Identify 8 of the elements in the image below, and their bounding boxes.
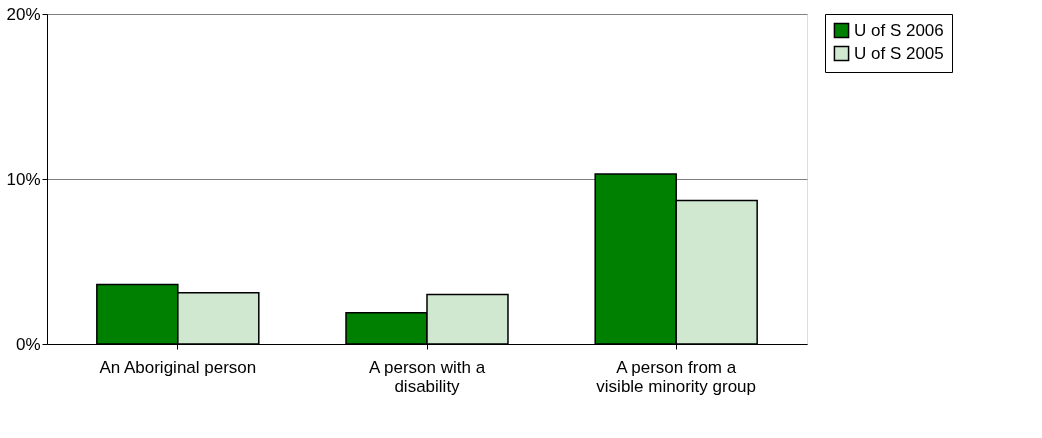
legend-label: U of S 2005	[854, 43, 944, 63]
x-tick-label: An Aboriginal person	[99, 357, 257, 377]
legend-label: U of S 2006	[854, 20, 944, 40]
y-tick-label: 20%	[6, 4, 41, 24]
y-tick-label: 0%	[15, 334, 41, 354]
x-tick-label: A person with a disability	[368, 357, 486, 396]
x-tick-label: A person from a visible minority group	[596, 357, 757, 396]
y-tick-label: 10%	[6, 169, 41, 189]
